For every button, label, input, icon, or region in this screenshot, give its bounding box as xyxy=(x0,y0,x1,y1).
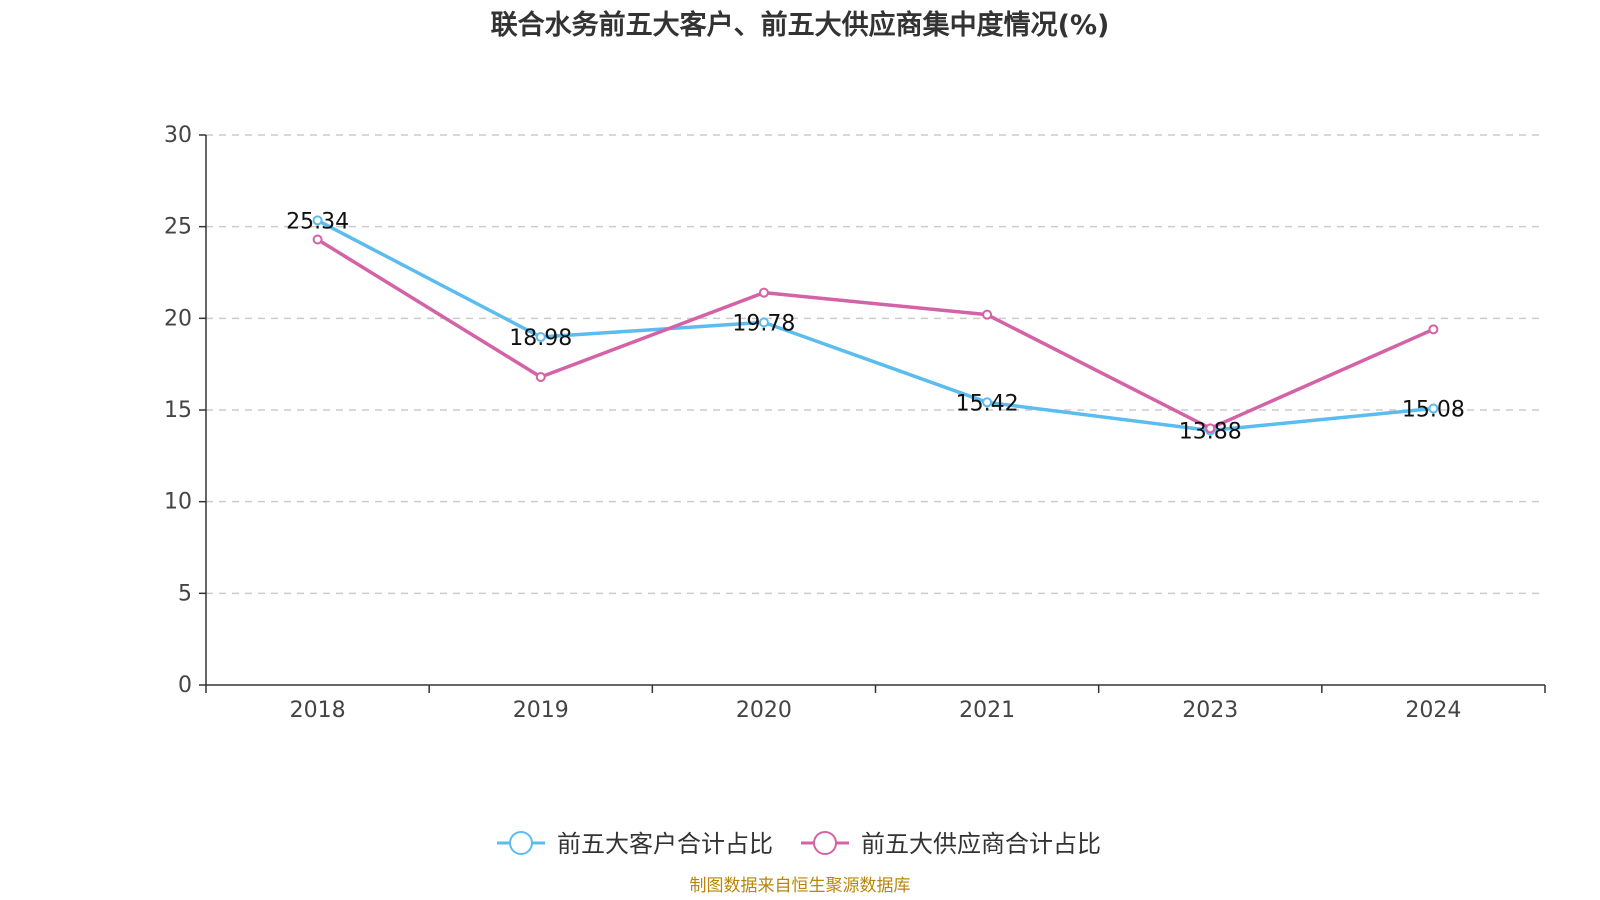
data-point xyxy=(535,372,546,382)
x-tick-label: 2020 xyxy=(736,698,792,723)
x-tick-label: 2021 xyxy=(959,698,1015,723)
data-point xyxy=(312,234,323,245)
y-tick-label: 25 xyxy=(164,215,192,240)
legend-marker xyxy=(509,831,533,855)
data-label: 13.88 xyxy=(1179,420,1242,445)
data-point xyxy=(758,317,769,328)
grid-lines xyxy=(206,134,1545,595)
legend-item-1[interactable]: 前五大客户合计占比 xyxy=(497,830,773,858)
data-point xyxy=(1205,423,1216,434)
data-point xyxy=(1428,403,1439,414)
data-point xyxy=(758,287,769,298)
y-tick-label: 10 xyxy=(164,490,192,515)
x-tick-label: 2023 xyxy=(1182,698,1238,723)
data-label: 18.98 xyxy=(509,326,572,351)
data-point xyxy=(312,215,323,226)
data-labels: 25.34 18.98 19.78 15.42 13.88 15.08 xyxy=(286,209,1465,444)
chart-title: 联合水务前五大客户、前五大供应商集中度情况(%) xyxy=(491,9,1110,41)
legend-label: 前五大供应商合计占比 xyxy=(861,830,1101,858)
legend-marker xyxy=(813,831,837,855)
y-tick-label: 5 xyxy=(178,581,192,606)
legend[interactable]: 前五大客户合计占比 前五大供应商合计占比 xyxy=(497,830,1101,858)
data-point xyxy=(982,397,993,408)
data-point xyxy=(1428,324,1439,335)
data-label: 15.08 xyxy=(1402,398,1465,423)
series-line-1 xyxy=(316,218,1434,433)
data-label: 19.78 xyxy=(732,311,795,336)
y-tick-label: 0 xyxy=(178,673,192,698)
data-point xyxy=(982,309,993,320)
y-tick-label: 20 xyxy=(164,306,192,331)
data-label: 15.42 xyxy=(956,391,1019,416)
series-lines xyxy=(312,215,1439,436)
y-tick-label: 30 xyxy=(164,123,192,148)
y-tick-label: 15 xyxy=(164,398,192,423)
x-tick-label: 2019 xyxy=(513,698,569,723)
series-line-2 xyxy=(316,238,1435,431)
data-label: 25.34 xyxy=(286,209,349,234)
x-tick-label: 2018 xyxy=(290,698,346,723)
source-note: 制图数据来自恒生聚源数据库 xyxy=(690,876,911,896)
data-point xyxy=(535,332,546,343)
x-tick-label: 2024 xyxy=(1405,698,1461,723)
legend-item-2[interactable]: 前五大供应商合计占比 xyxy=(801,830,1101,858)
axes: 0 5 10 15 20 25 30 2018 2019 2020 2021 2023 2024 xyxy=(164,123,1546,723)
legend-label: 前五大客户合计占比 xyxy=(557,830,773,858)
